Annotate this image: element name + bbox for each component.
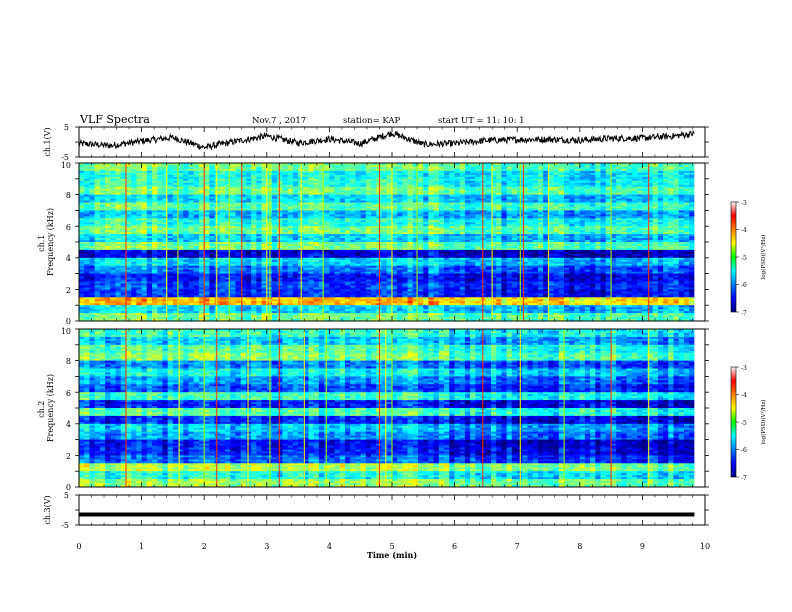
vlf-spectra-figure: VLF Spectra Nov.7 , 2017 station= KAP st… [0, 0, 792, 612]
date-label: Nov.7 , 2017 [252, 116, 306, 126]
ch1-ytick-top: 5 [64, 123, 69, 132]
ch1-spectrogram-panel: 0 2 4 6 8 10 ch.1 Frequency (kHz) -3 -4 … [37, 161, 767, 326]
ch1-waveform-ylabel: ch.1(V) [43, 127, 52, 156]
ch1-waveform-ticks [75, 127, 709, 157]
start-time-label: start UT = 11: 10: 1 [438, 116, 525, 126]
figure-title: VLF Spectra [79, 113, 150, 126]
ch1-waveform-plot [79, 131, 694, 149]
ch1-waveform-panel: 5 -5 ch.1(V) [43, 123, 709, 162]
station-label: station= KAP [343, 116, 401, 126]
waveform-trace [79, 131, 694, 149]
ch1-spectrogram-heatmap [79, 163, 705, 321]
